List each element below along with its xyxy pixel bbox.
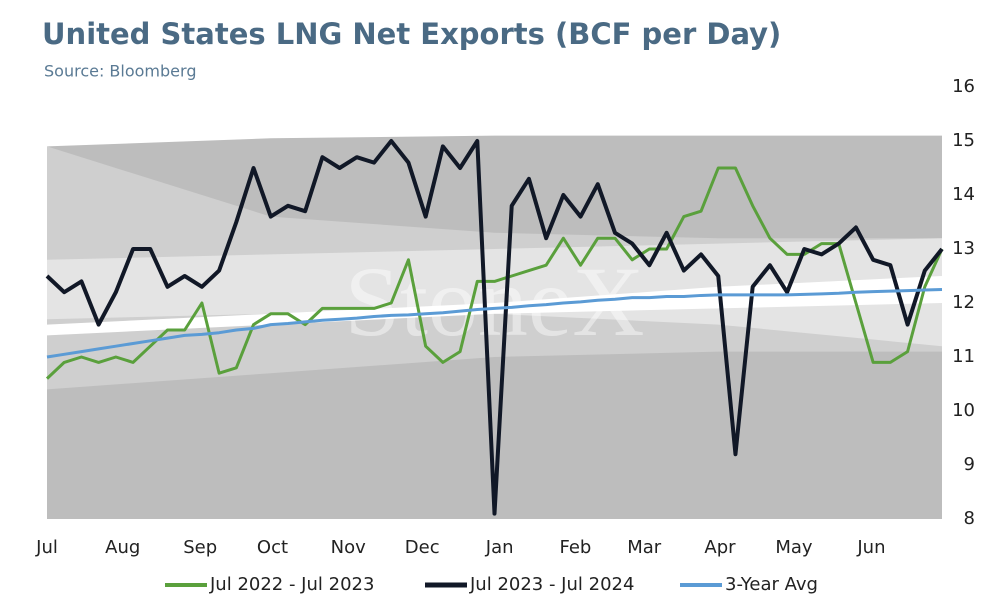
y-tick-label: 15 bbox=[952, 130, 975, 151]
x-tick-label: Feb bbox=[559, 537, 591, 558]
y-tick-label: 10 bbox=[952, 400, 975, 421]
legend-label: Jul 2023 - Jul 2024 bbox=[469, 574, 634, 595]
legend-label: 3-Year Avg bbox=[725, 574, 818, 595]
y-tick-label: 11 bbox=[952, 346, 975, 367]
x-tick-label: Jul bbox=[35, 537, 58, 558]
y-tick-label: 8 bbox=[964, 508, 975, 529]
series-line bbox=[45, 166, 944, 380]
series-line bbox=[46, 288, 943, 359]
x-tick-label: Aug bbox=[105, 537, 140, 558]
x-tick-label: Jan bbox=[485, 537, 514, 558]
x-tick-label: Oct bbox=[257, 537, 288, 558]
x-tick-label: Mar bbox=[627, 537, 662, 558]
x-tick-label: Sep bbox=[183, 537, 217, 558]
chart-subtitle: Source: Bloomberg bbox=[44, 62, 196, 81]
y-tick-label: 13 bbox=[952, 238, 975, 259]
y-tick-label: 12 bbox=[952, 292, 975, 313]
x-tick-label: Apr bbox=[704, 537, 736, 558]
x-tick-label: Jun bbox=[856, 537, 885, 558]
range-band bbox=[47, 238, 942, 347]
x-tick-label: Dec bbox=[405, 537, 440, 558]
x-tick-label: Nov bbox=[331, 537, 366, 558]
series-line bbox=[45, 139, 944, 516]
legend-label: Jul 2022 - Jul 2023 bbox=[209, 574, 374, 595]
y-tick-label: 16 bbox=[952, 76, 975, 97]
y-tick-label: 14 bbox=[952, 184, 975, 205]
chart-title: United States LNG Net Exports (BCF per D… bbox=[42, 17, 781, 51]
y-tick-label: 9 bbox=[964, 454, 975, 475]
x-tick-label: May bbox=[775, 537, 813, 558]
